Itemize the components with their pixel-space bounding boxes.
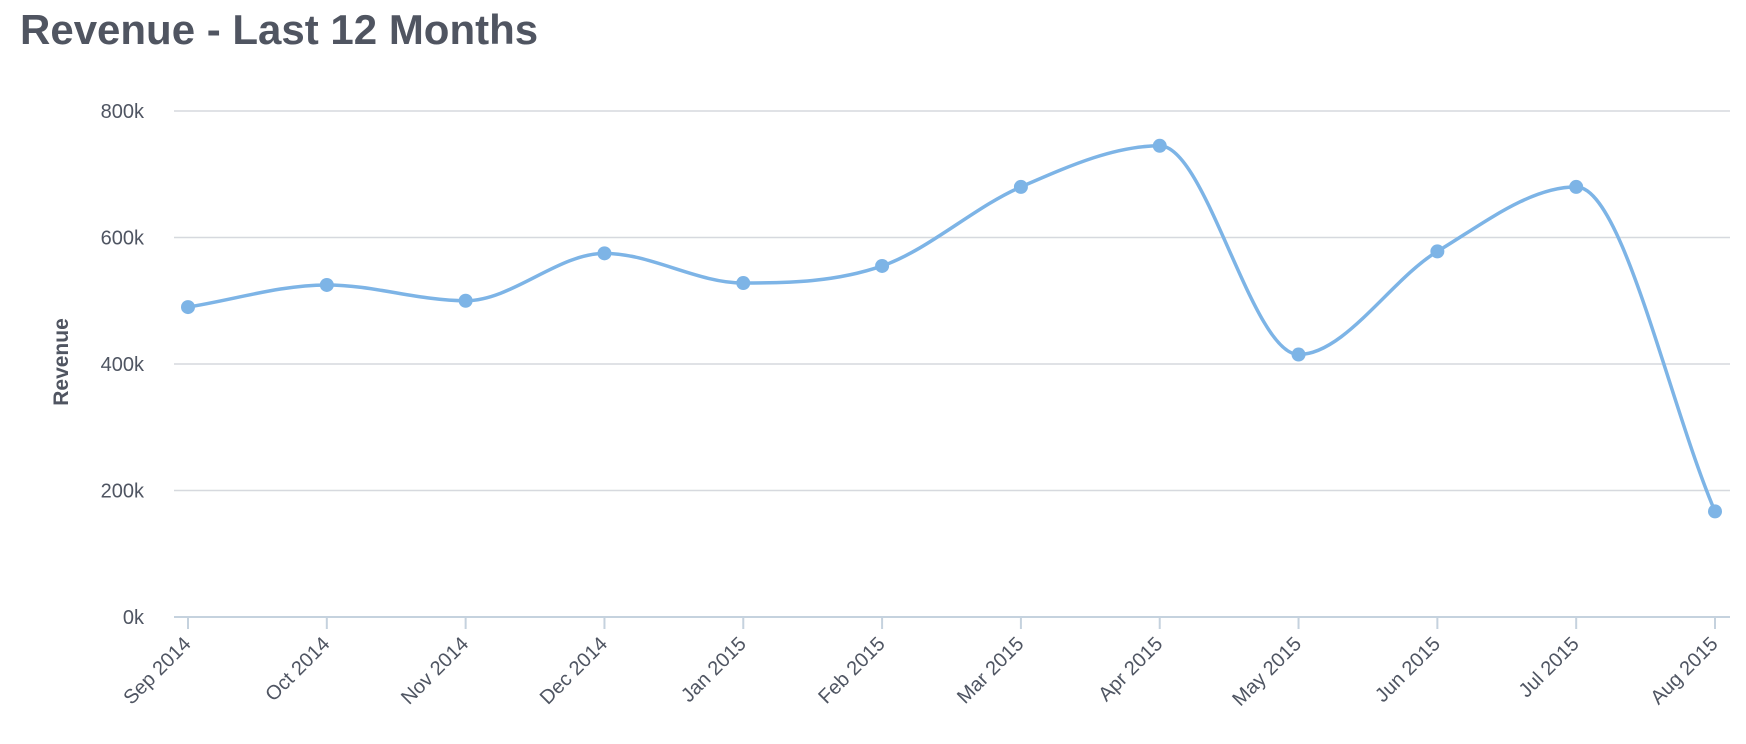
data-point	[597, 246, 612, 261]
data-point	[1013, 179, 1028, 194]
data-point	[181, 300, 195, 315]
x-tick-label: Jul 2015	[1515, 633, 1584, 702]
data-point	[1708, 504, 1722, 519]
tick-labels: 0k 200k 400k 600k 800k Sep 2014 Oct 2014 Nov 20…	[101, 101, 1723, 711]
x-tick-label: Oct 2014	[261, 633, 334, 706]
y-tick-label: 800k	[101, 101, 145, 123]
data-point	[1152, 138, 1167, 153]
y-tick-label: 200k	[101, 481, 145, 503]
data-point	[736, 276, 751, 291]
chart-title: Revenue - Last 12 Months	[20, 6, 539, 53]
x-tick-label: Jan 2015	[677, 633, 751, 707]
data-point	[1569, 179, 1584, 194]
series	[181, 138, 1722, 519]
data-point	[1291, 347, 1306, 362]
x-tick-label: Apr 2015	[1094, 633, 1167, 706]
x-tick-label: Sep 2014	[119, 633, 195, 709]
series-line-0	[186, 144, 1717, 514]
y-tick-label: 600k	[101, 228, 145, 250]
x-tick-label: May 2015	[1228, 633, 1306, 711]
data-point	[1430, 244, 1445, 259]
data-point	[458, 293, 473, 308]
axes	[174, 616, 1730, 629]
data-point	[319, 277, 334, 292]
y-tick-label: 0k	[123, 607, 145, 629]
x-tick-label: Feb 2015	[814, 633, 889, 708]
data-point	[875, 258, 890, 273]
x-tick-label: Mar 2015	[953, 633, 1028, 708]
y-tick-label: 400k	[101, 354, 145, 376]
y-axis-title: Revenue	[50, 318, 73, 406]
x-tick-label: Aug 2015	[1646, 633, 1722, 709]
x-tick-label: Nov 2014	[397, 633, 473, 709]
x-tick-label: Jun 2015	[1371, 633, 1445, 707]
gridlines	[174, 110, 1730, 492]
x-tick-label: Dec 2014	[536, 633, 612, 709]
